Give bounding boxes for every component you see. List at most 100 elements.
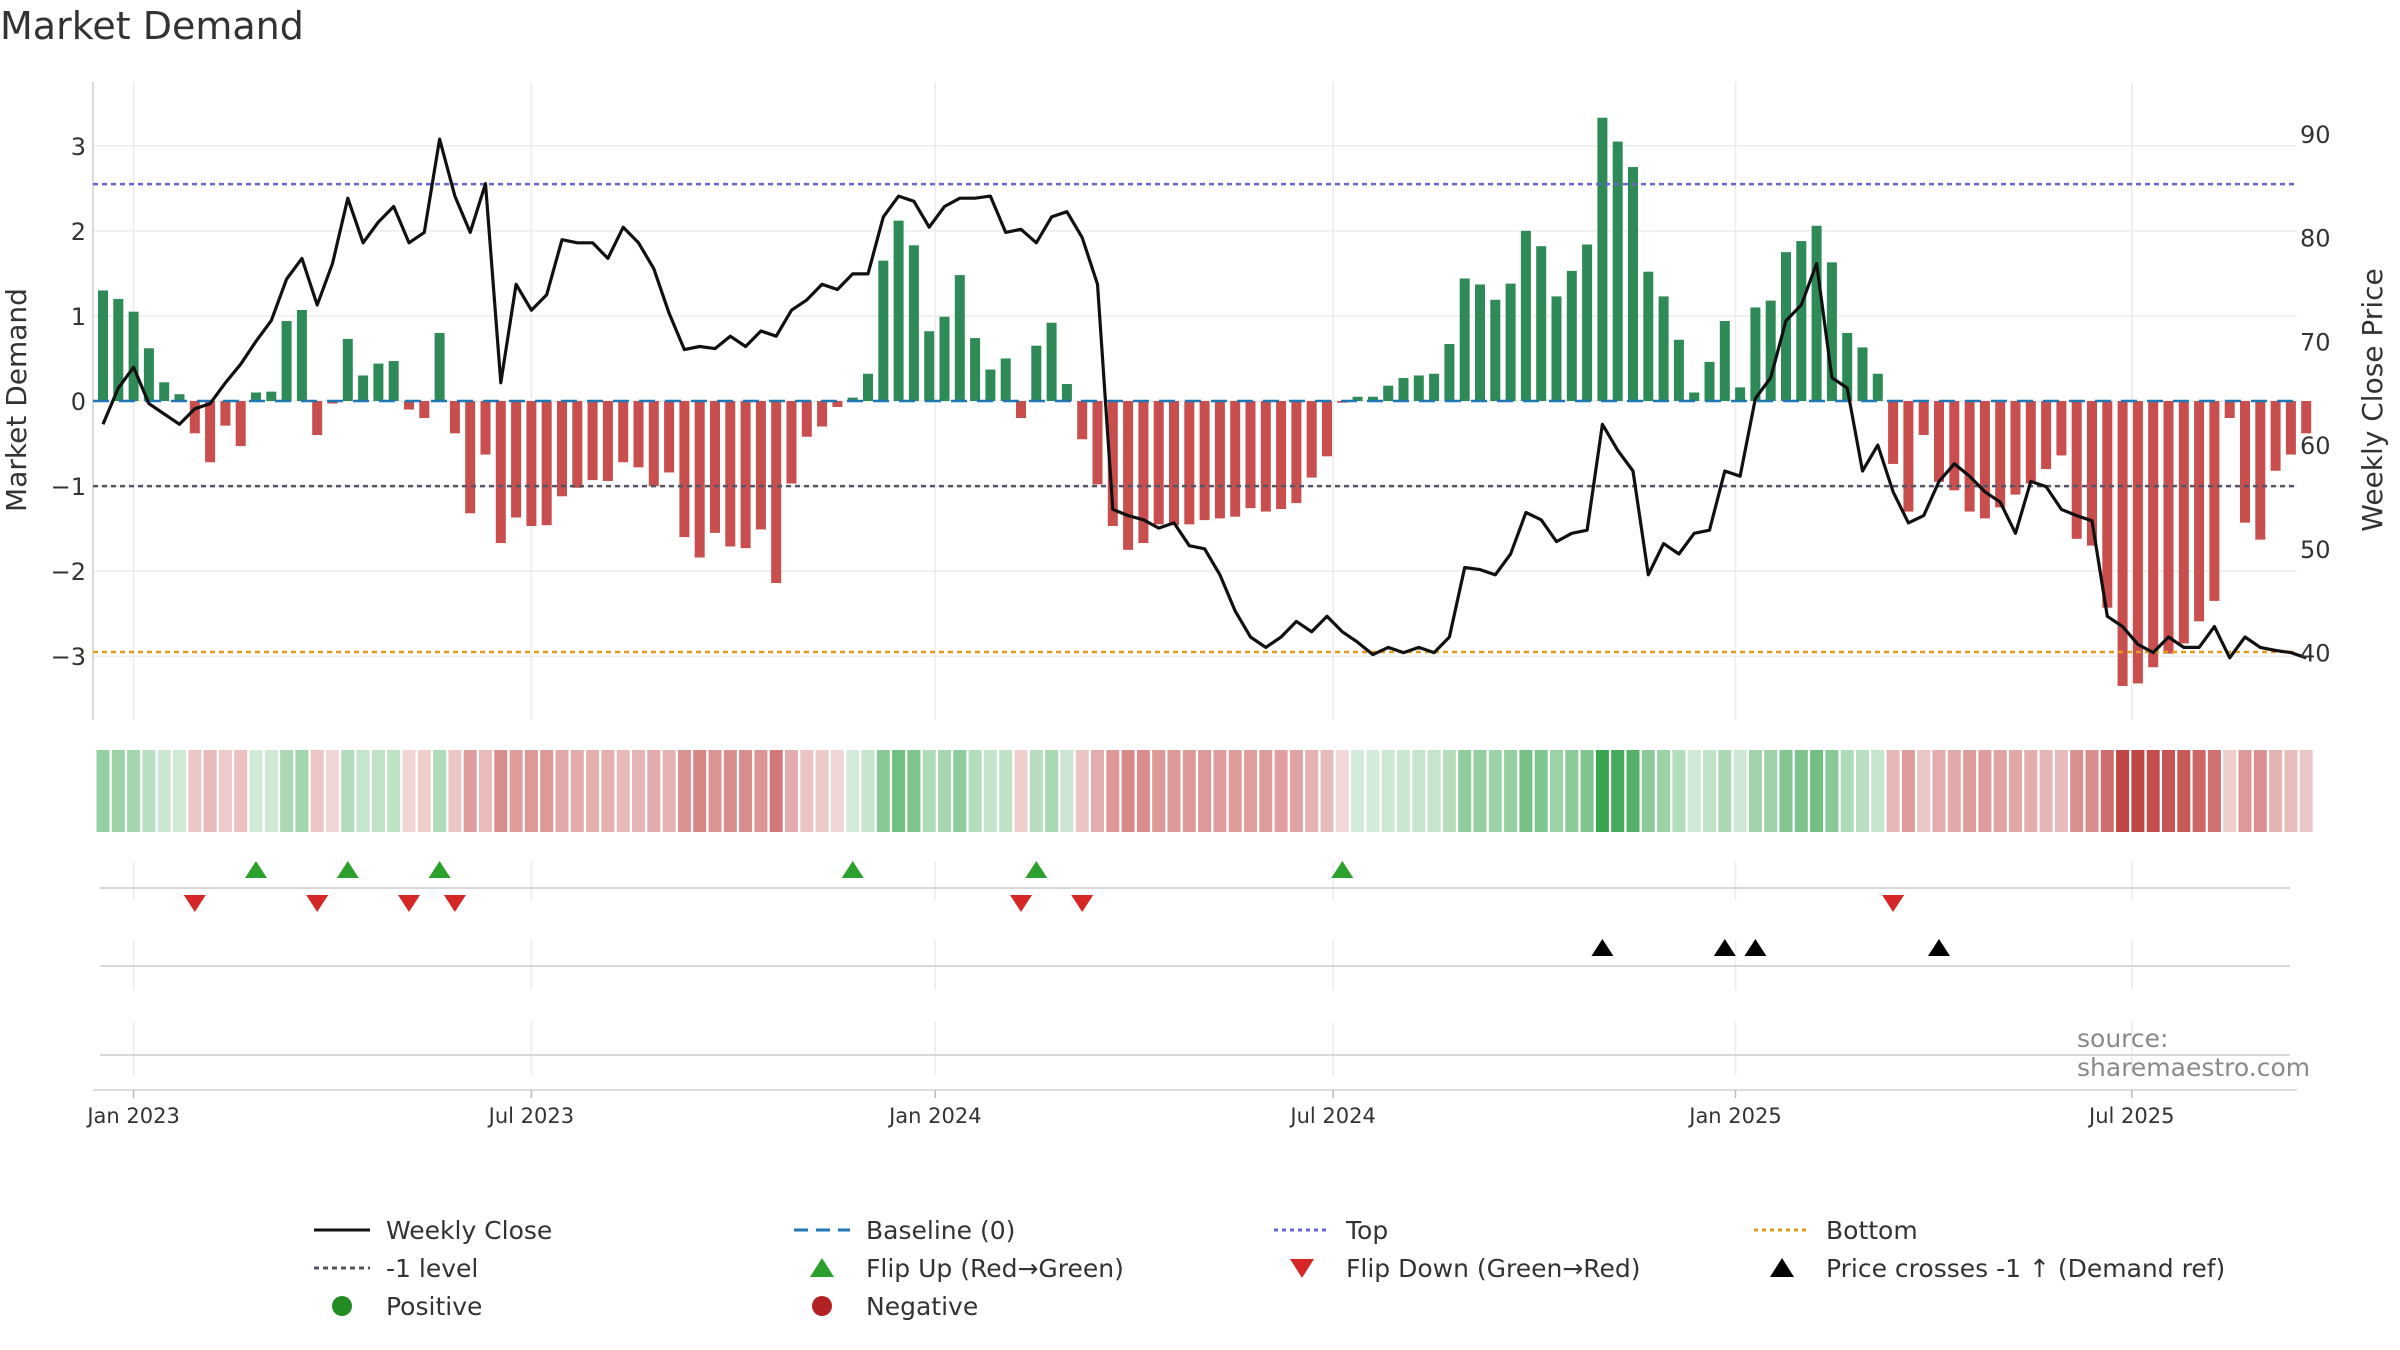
heat-strip-cell <box>922 750 936 832</box>
demand-bar <box>327 401 338 404</box>
heat-strip-cell <box>1687 750 1701 832</box>
heat-strip-cell <box>2223 750 2237 832</box>
demand-bar <box>1367 396 1378 401</box>
demand-bar <box>1092 401 1103 485</box>
heat-strip-cell <box>1963 750 1977 832</box>
demand-bar <box>1138 401 1149 544</box>
demand-bar <box>495 401 506 544</box>
demand-bar <box>2224 401 2235 419</box>
demand-bar <box>1260 401 1271 512</box>
heat-strip-cell <box>295 750 309 832</box>
demand-bar <box>817 401 828 427</box>
heat-strip-cell <box>570 750 584 832</box>
legend-top: Top <box>1270 1212 1388 1248</box>
legend-flip-down-label: Flip Down (Green→Red) <box>1346 1253 1641 1283</box>
demand-bar <box>1016 401 1026 419</box>
signal-markers <box>183 861 1950 956</box>
heat-strip-cell <box>693 750 707 832</box>
demand-bar <box>1444 344 1455 401</box>
demand-bar <box>679 401 690 538</box>
heat-strip-cell <box>1886 750 1900 832</box>
demand-bar <box>1061 383 1072 401</box>
heat-strip-cell <box>1672 750 1686 832</box>
demand-bar <box>1826 262 1837 401</box>
heat-strip-cell <box>586 750 600 832</box>
demand-bar <box>985 369 996 401</box>
heat-strip-cell <box>203 750 217 832</box>
demand-bar <box>526 401 537 527</box>
heat-strip-cell <box>1136 750 1150 832</box>
price-line-group <box>101 137 2307 660</box>
demand-bar <box>2025 401 2036 484</box>
legend-minus-one-label: -1 level <box>386 1253 479 1283</box>
demand-bar <box>1199 401 1210 521</box>
heat-strip-cell <box>1167 750 1181 832</box>
heat-strip-cell <box>739 750 753 832</box>
demand-bar <box>2041 401 2052 470</box>
heat-strip-cell <box>234 750 248 832</box>
demand-bar <box>1888 401 1899 464</box>
demand-bar <box>755 401 766 530</box>
heat-strip-cell <box>1075 750 1089 832</box>
demand-bar <box>939 316 950 401</box>
legend-bottom-label: Bottom <box>1826 1215 1918 1245</box>
demand-bar <box>541 401 552 526</box>
y-right-tick-label: 40 <box>2300 640 2331 668</box>
heat-strip-cell <box>417 750 431 832</box>
heat-strip-cell <box>540 750 554 832</box>
heat-strip-cell <box>2238 750 2252 832</box>
heat-strip-cell <box>1580 750 1594 832</box>
heat-strip-cell <box>601 750 615 832</box>
demand-bar <box>480 401 491 455</box>
heat-strip-cell <box>754 750 768 832</box>
heat-strip-cell <box>1412 750 1426 832</box>
demand-bar <box>1291 401 1302 504</box>
legend-weekly-close: Weekly Close <box>310 1212 552 1248</box>
demand-bar <box>2178 401 2189 644</box>
heat-strip-cell <box>1259 750 1273 832</box>
heat-strip <box>96 750 2313 832</box>
heat-strip-cell <box>310 750 324 832</box>
heat-strip-cell <box>2009 750 2022 832</box>
heat-strip-cell <box>1947 750 1961 832</box>
demand-bar <box>1230 401 1241 517</box>
y-left-tick-label: 1 <box>71 303 86 331</box>
heat-strip-cell <box>1366 750 1380 832</box>
heat-strip-cell <box>1794 750 1808 832</box>
legend-baseline: Baseline (0) <box>790 1212 1015 1248</box>
demand-bar <box>2117 401 2128 686</box>
demand-bar <box>2102 401 2113 608</box>
heat-strip-cell <box>677 750 691 832</box>
heat-strip-cell <box>830 750 844 832</box>
flip-up-marker <box>336 861 359 878</box>
demand-bar <box>664 401 675 473</box>
heat-strip-cell <box>326 750 339 832</box>
y-right-tick-label: 80 <box>2300 225 2331 253</box>
heat-strip-cell <box>1504 750 1518 832</box>
demand-bar <box>587 401 598 481</box>
demand-bar <box>404 401 414 410</box>
flip-down-marker <box>1882 895 1905 912</box>
demand-bar <box>143 348 154 401</box>
demand-bar <box>1551 296 1562 401</box>
flip-up-marker <box>428 861 451 878</box>
heat-strip-cell <box>280 750 294 832</box>
heat-strip-cell <box>1458 750 1472 832</box>
heat-strip-cell <box>1703 750 1716 832</box>
heat-strip-cell <box>815 750 829 832</box>
price-cross-marker <box>1591 939 1614 956</box>
demand-bar <box>1811 225 1822 401</box>
heat-strip-cell <box>509 750 523 832</box>
demand-bar <box>1459 278 1470 401</box>
heat-strip-cell <box>356 750 370 832</box>
axis-labels: 3 2 1 0 −1 −2 −3 90 80 70 60 50 40 Jan 2023 Jul 2023 Ja… <box>0 121 2389 1128</box>
heat-strip-cell <box>1014 750 1028 832</box>
demand-bar <box>1107 401 1118 527</box>
heat-strip-cell <box>2177 750 2191 832</box>
heat-strip-cell <box>1381 750 1395 832</box>
heat-strip-cell <box>1106 750 1120 832</box>
demand-bar <box>1123 401 1134 550</box>
heat-strip-cell <box>1534 750 1548 832</box>
y-left-tick-label: −2 <box>51 558 86 586</box>
y-right-tick-label: 50 <box>2300 536 2331 564</box>
